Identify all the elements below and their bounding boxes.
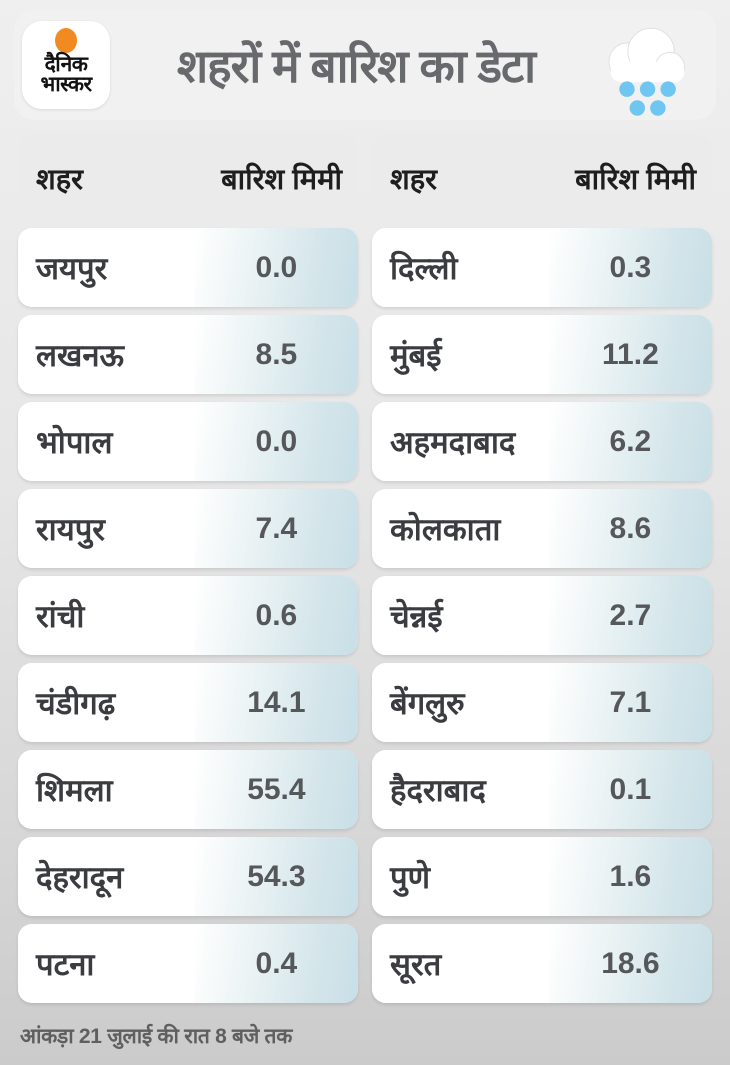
table-row: पुणे 1.6 xyxy=(372,837,712,916)
rainfall-value: 55.4 xyxy=(194,750,358,829)
table-row: चंडीगढ़ 14.1 xyxy=(18,663,358,742)
logo-text: दैनिक भास्कर xyxy=(40,53,92,96)
table-row: शिमला 55.4 xyxy=(18,750,358,829)
city-name: अहमदाबाद xyxy=(372,402,549,481)
table-row: चेन्नई 2.7 xyxy=(372,576,712,655)
tables-container: शहर बारिश मिमी जयपुर 0.0 लखनऊ 8.5 भोपाल … xyxy=(18,135,712,1011)
data-timestamp-note: आंकड़ा 21 जुलाई की रात 8 बजे तक xyxy=(20,1025,293,1048)
header: दैनिक भास्कर शहरों में बारिश का डेटा xyxy=(14,10,716,120)
city-name: चंडीगढ़ xyxy=(18,663,195,742)
city-name: चेन्नई xyxy=(372,576,549,655)
rainfall-value: 0.0 xyxy=(194,402,358,481)
table-row: हैदराबाद 0.1 xyxy=(372,750,712,829)
rainfall-value: 54.3 xyxy=(194,837,358,916)
dainik-bhaskar-logo: दैनिक भास्कर xyxy=(22,21,110,109)
logo-line-2: भास्कर xyxy=(40,72,92,96)
table-row: पटना 0.4 xyxy=(18,924,358,1003)
table-header: शहर बारिश मिमी xyxy=(18,135,358,221)
city-name: बेंगलुरु xyxy=(372,663,549,742)
column-header-rainfall: बारिश मिमी xyxy=(575,163,696,196)
city-name: दिल्ली xyxy=(372,228,549,307)
city-name: शिमला xyxy=(18,750,195,829)
rainfall-value: 1.6 xyxy=(548,837,712,916)
table-row: रांची 0.6 xyxy=(18,576,358,655)
rainfall-value: 7.1 xyxy=(548,663,712,742)
table-row: देहरादून 54.3 xyxy=(18,837,358,916)
rainfall-value: 0.0 xyxy=(194,228,358,307)
table-header: शहर बारिश मिमी xyxy=(372,135,712,221)
table-row: कोलकाता 8.6 xyxy=(372,489,712,568)
city-name: देहरादून xyxy=(18,837,195,916)
city-name: पुणे xyxy=(372,837,549,916)
table-row: रायपुर 7.4 xyxy=(18,489,358,568)
column-header-city: शहर xyxy=(36,163,83,196)
rain-table-right: शहर बारिश मिमी दिल्ली 0.3 मुंबई 11.2 अहम… xyxy=(372,135,712,1011)
rainfall-value: 0.3 xyxy=(548,228,712,307)
table-row: अहमदाबाद 6.2 xyxy=(372,402,712,481)
page-title: शहरों में बारिश का डेटा xyxy=(176,40,536,92)
city-name: भोपाल xyxy=(18,402,195,481)
rainfall-value: 8.5 xyxy=(194,315,358,394)
rainfall-value: 0.1 xyxy=(548,750,712,829)
city-name: कोलकाता xyxy=(372,489,549,568)
column-header-city: शहर xyxy=(390,163,437,196)
city-name: जयपुर xyxy=(18,228,195,307)
rainfall-value: 11.2 xyxy=(548,315,712,394)
city-name: लखनऊ xyxy=(18,315,195,394)
rainfall-value: 18.6 xyxy=(548,924,712,1003)
table-row: दिल्ली 0.3 xyxy=(372,228,712,307)
city-name: मुंबई xyxy=(372,315,549,394)
rainfall-value: 2.7 xyxy=(548,576,712,655)
city-name: हैदराबाद xyxy=(372,750,549,829)
table-row: बेंगलुरु 7.1 xyxy=(372,663,712,742)
rainfall-value: 8.6 xyxy=(548,489,712,568)
table-row: भोपाल 0.0 xyxy=(18,402,358,481)
rainfall-value: 6.2 xyxy=(548,402,712,481)
rainfall-value: 7.4 xyxy=(194,489,358,568)
rainfall-value: 14.1 xyxy=(194,663,358,742)
logo-line-1: दैनिक xyxy=(44,53,88,76)
rain-table-left: शहर बारिश मिमी जयपुर 0.0 लखनऊ 8.5 भोपाल … xyxy=(18,135,358,1011)
city-name: रांची xyxy=(18,576,195,655)
rainfall-value: 0.4 xyxy=(194,924,358,1003)
table-row: लखनऊ 8.5 xyxy=(18,315,358,394)
column-header-rainfall: बारिश मिमी xyxy=(221,163,342,196)
city-name: सूरत xyxy=(372,924,549,1003)
rainfall-value: 0.6 xyxy=(194,576,358,655)
logo-sun-icon xyxy=(55,28,77,53)
table-row: मुंबई 11.2 xyxy=(372,315,712,394)
table-row: सूरत 18.6 xyxy=(372,924,712,1003)
city-name: रायपुर xyxy=(18,489,195,568)
rain-cloud-icon xyxy=(602,24,688,120)
table-row: जयपुर 0.0 xyxy=(18,228,358,307)
city-name: पटना xyxy=(18,924,195,1003)
